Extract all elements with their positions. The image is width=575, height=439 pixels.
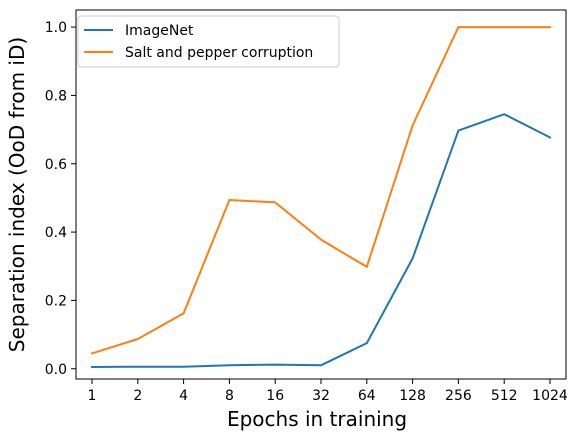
x-tick-label: 2 — [133, 388, 142, 404]
series-line-0 — [90, 113, 552, 369]
legend: ImageNet Salt and pepper corruption — [77, 15, 340, 68]
x-tick-label: 1 — [88, 388, 97, 404]
x-tick-label: 8 — [225, 388, 234, 404]
x-tick-label: 1024 — [532, 388, 568, 404]
x-axis-title: Epochs in training — [227, 407, 407, 431]
legend-label-salt-pepper: Salt and pepper corruption — [125, 45, 313, 61]
y-axis-title: Separation index (OoD from iD) — [5, 37, 29, 352]
x-tick-label: 512 — [491, 388, 518, 404]
legend-frame — [77, 15, 340, 68]
legend-label-imagenet: ImageNet — [125, 23, 194, 39]
x-tick-label: 16 — [266, 388, 284, 404]
x-tick-label: 32 — [312, 388, 330, 404]
y-tick-label: 1.0 — [45, 20, 67, 36]
x-tick-label: 128 — [399, 388, 426, 404]
x-tick-label: 256 — [445, 388, 472, 404]
y-axis: 0.0 0.2 0.4 0.6 0.8 1.0 — [45, 20, 76, 378]
y-tick-label: 0.0 — [45, 362, 67, 378]
y-tick-label: 0.8 — [45, 88, 67, 104]
y-tick-label: 0.6 — [45, 157, 67, 173]
x-axis: 1 2 4 8 16 32 64 128 256 512 1024 — [88, 379, 568, 404]
series-layer — [90, 26, 552, 369]
series-line-1 — [90, 26, 551, 355]
x-tick-label: 4 — [179, 388, 188, 404]
y-tick-label: 0.4 — [45, 225, 67, 241]
x-tick-label: 64 — [358, 388, 376, 404]
y-tick-label: 0.2 — [45, 293, 67, 309]
